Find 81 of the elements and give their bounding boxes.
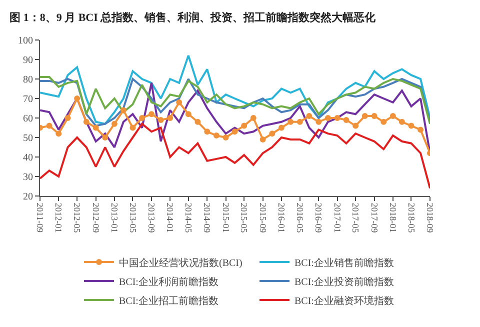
x-tick-label: 2017-05 bbox=[350, 202, 361, 234]
point bbox=[222, 134, 229, 140]
line-series bbox=[40, 122, 430, 190]
y-tick-label: 80 bbox=[23, 74, 33, 86]
point bbox=[306, 113, 312, 120]
point bbox=[352, 122, 359, 129]
point bbox=[398, 118, 405, 125]
point bbox=[260, 136, 266, 142]
point bbox=[380, 118, 387, 125]
legend-label: BCI:企业销售前瞻指数 bbox=[294, 256, 394, 269]
point bbox=[176, 99, 182, 106]
x-tick-label: 2012-09 bbox=[90, 202, 101, 234]
x-tick-label: 2015-05 bbox=[239, 202, 250, 234]
point bbox=[83, 118, 90, 125]
point bbox=[288, 118, 294, 125]
point bbox=[362, 113, 368, 120]
point bbox=[232, 128, 238, 135]
x-tick-label: 2017-01 bbox=[332, 202, 342, 233]
point bbox=[408, 122, 414, 129]
y-tick-label: 20 bbox=[23, 192, 33, 202]
point bbox=[74, 96, 80, 102]
point bbox=[390, 113, 396, 120]
legend-label: BCI:企业融资环境指数 bbox=[294, 294, 394, 307]
point bbox=[204, 128, 210, 135]
x-tick-label: 2014-05 bbox=[183, 202, 194, 234]
point bbox=[296, 118, 303, 125]
point bbox=[278, 124, 284, 131]
x-tick-label: 2015-09 bbox=[258, 202, 268, 234]
y-tick-label: 60 bbox=[23, 114, 33, 124]
legend-label: BCI:企业投资前瞻指数 bbox=[294, 276, 394, 288]
point bbox=[148, 111, 154, 118]
y-tick-label: 40 bbox=[23, 152, 33, 164]
x-tick-label: 2018-09 bbox=[425, 202, 436, 234]
point bbox=[130, 124, 136, 131]
x-tick-label: 2013-05 bbox=[128, 202, 138, 234]
y-tick-label: 90 bbox=[23, 55, 33, 66]
point bbox=[120, 107, 126, 114]
legend-label: BCI:企业利润前瞻指数 bbox=[119, 276, 218, 288]
y-tick-label: 70 bbox=[23, 94, 33, 105]
point bbox=[46, 122, 52, 129]
x-tick-label: 2016-09 bbox=[314, 202, 324, 234]
x-tick-label: 2016-05 bbox=[294, 202, 305, 234]
legend-label: 中国企业经营状况指数(BCI) bbox=[119, 256, 242, 269]
point bbox=[269, 130, 276, 137]
x-tick-label: 2018-05 bbox=[406, 202, 416, 234]
point bbox=[316, 118, 322, 125]
point bbox=[111, 120, 118, 127]
x-tick-label: 2013-09 bbox=[146, 202, 157, 234]
x-tick-label: 2012-01 bbox=[54, 202, 64, 233]
y-tick-label: 30 bbox=[23, 172, 33, 183]
x-tick-label: 2016-01 bbox=[276, 202, 287, 233]
x-tick-label: 2015-01 bbox=[220, 202, 231, 233]
point bbox=[324, 115, 331, 121]
point bbox=[158, 116, 164, 123]
x-tick-label: 2012-05 bbox=[72, 202, 82, 234]
point bbox=[194, 118, 201, 125]
point bbox=[334, 115, 340, 121]
point bbox=[92, 124, 99, 131]
x-tick-label: 2014-09 bbox=[202, 202, 212, 234]
point bbox=[343, 116, 350, 123]
point bbox=[64, 115, 71, 121]
point bbox=[418, 126, 424, 133]
point bbox=[213, 132, 220, 139]
y-tick-label: 100 bbox=[18, 36, 33, 46]
point bbox=[56, 130, 62, 137]
x-tick-label: 2013-01 bbox=[110, 202, 120, 233]
chart-title: 图 1：8、9 月 BCI 总指数、销售、利润、投资、招工前瞻指数突然大幅恶化 bbox=[10, 10, 377, 24]
x-tick-label: 2011-09 bbox=[35, 202, 46, 233]
x-tick-label: 2018-01 bbox=[388, 202, 398, 233]
point bbox=[371, 113, 378, 120]
point bbox=[250, 115, 256, 121]
point bbox=[241, 122, 248, 129]
point bbox=[139, 115, 146, 121]
y-tick-label: 50 bbox=[23, 133, 33, 144]
x-tick-label: 2017-09 bbox=[369, 202, 380, 234]
point bbox=[167, 115, 174, 121]
point bbox=[185, 111, 192, 118]
legend-label: BCI:企业招工前瞻指数 bbox=[119, 294, 218, 307]
line-series bbox=[40, 54, 430, 125]
x-tick-label: 2014-01 bbox=[165, 202, 176, 233]
point bbox=[102, 134, 108, 140]
